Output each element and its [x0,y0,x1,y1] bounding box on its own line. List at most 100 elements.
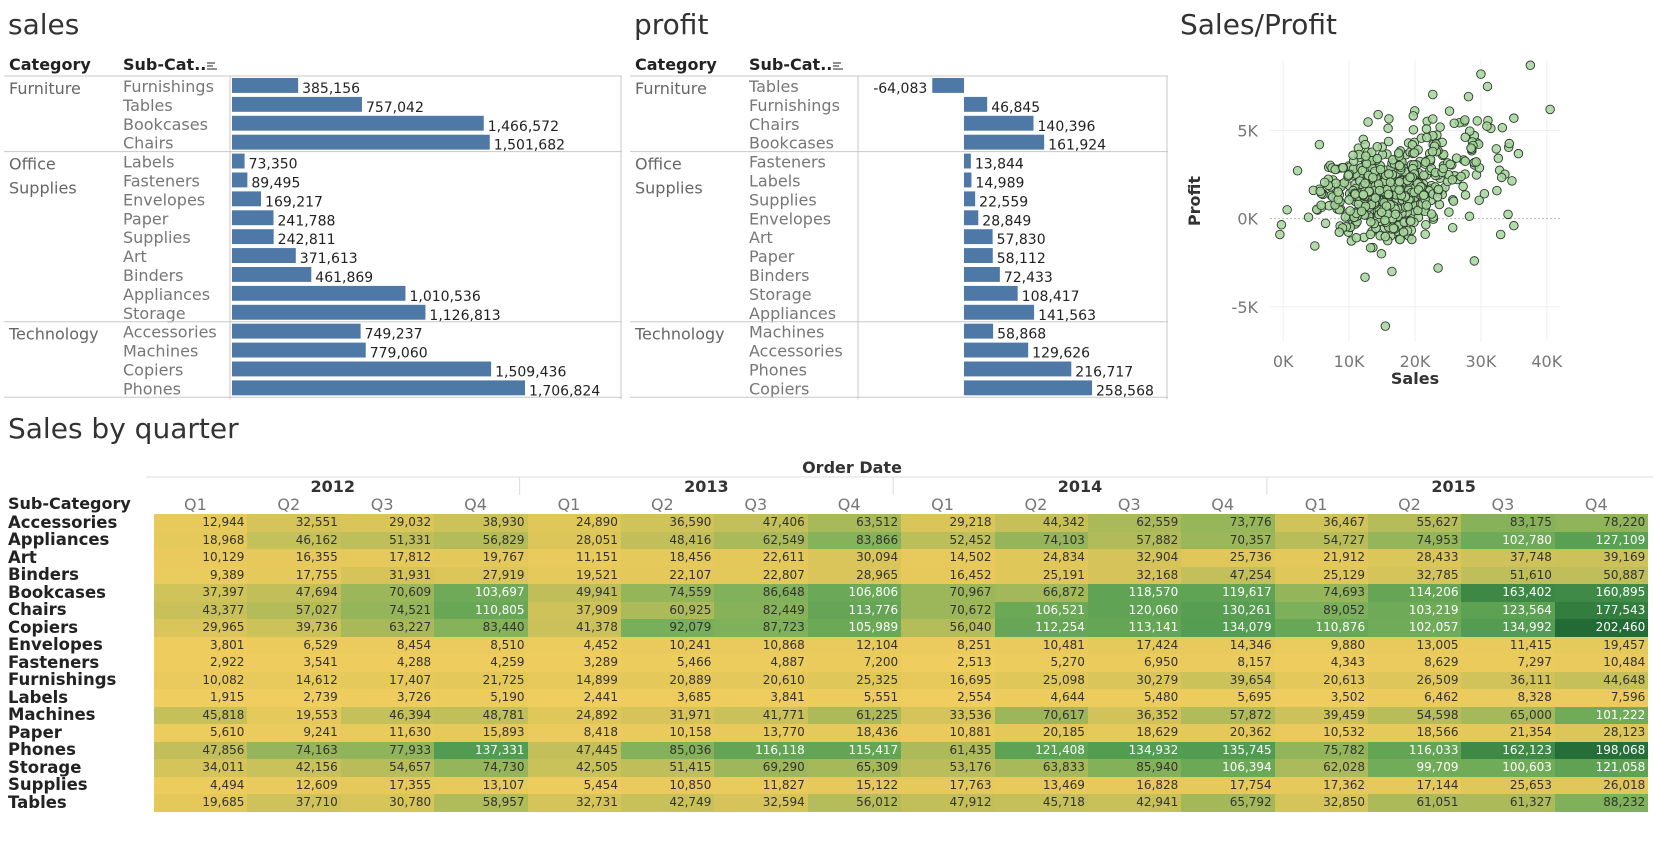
heatmap-cell[interactable]: 37,909 [527,601,621,619]
heatmap-cell[interactable]: 134,079 [1181,619,1275,637]
heatmap-cell[interactable]: 45,818 [154,706,248,724]
bar[interactable] [232,96,362,112]
heatmap-cell[interactable]: 17,812 [340,549,435,567]
heatmap-cell[interactable]: 57,882 [1087,531,1182,549]
heatmap-cell[interactable]: 6,529 [247,636,341,654]
heatmap-cell[interactable]: 99,709 [1368,759,1462,777]
heatmap-cell[interactable]: 51,610 [1461,566,1555,584]
scatter-point[interactable] [1428,114,1438,124]
bar[interactable] [964,134,1045,150]
bar[interactable] [932,78,964,93]
heatmap-cell[interactable]: 50,887 [1554,566,1649,584]
heatmap-cell[interactable]: 47,694 [247,584,341,602]
scatter-point[interactable] [1433,184,1444,195]
bar[interactable] [964,285,1018,301]
heatmap-cell[interactable]: 36,467 [1274,514,1369,532]
heatmap-cell[interactable]: 18,968 [154,531,248,549]
heatmap-cell[interactable]: 31,931 [340,566,435,584]
scatter-point[interactable] [1384,169,1394,179]
heatmap-cell[interactable]: 7,200 [807,654,902,672]
heatmap-cell[interactable]: 74,730 [434,759,528,777]
heatmap-cell[interactable]: 4,887 [714,654,808,672]
heatmap-cell[interactable]: 10,481 [994,636,1088,654]
scatter-point[interactable] [1474,195,1484,206]
heatmap-cell[interactable]: 2,554 [901,689,995,707]
heatmap-cell[interactable]: 60,925 [620,601,715,619]
scatter-point[interactable] [1380,231,1391,242]
scatter-point[interactable] [1356,206,1367,216]
heatmap-cell[interactable]: 22,807 [714,566,808,584]
scatter-point[interactable] [1345,206,1355,216]
heatmap-cell[interactable]: 83,175 [1461,514,1555,532]
heatmap-cell[interactable]: 137,331 [434,741,528,759]
heatmap-cell[interactable]: 10,881 [901,724,995,742]
scatter-point[interactable] [1495,229,1506,240]
heatmap-cell[interactable]: 16,452 [901,566,995,584]
heatmap-cell[interactable]: 121,058 [1554,759,1649,777]
heatmap-cell[interactable]: 2,739 [247,689,341,707]
bar[interactable] [964,172,972,188]
bar[interactable] [964,342,1029,358]
heatmap-cell[interactable]: 45,718 [994,794,1088,812]
heatmap-cell[interactable]: 63,833 [994,759,1088,777]
heatmap-cell[interactable]: 103,697 [434,584,528,602]
heatmap-cell[interactable]: 34,011 [154,759,248,777]
scatter-point[interactable] [1434,199,1445,210]
scatter-point[interactable] [1344,195,1354,205]
scatter-point[interactable] [1496,172,1507,183]
col-header-subcategory[interactable]: Sub-Cat.. [749,55,832,74]
heatmap-cell[interactable]: 5,551 [807,689,902,707]
heatmap-cell[interactable]: 32,168 [1087,566,1182,584]
heatmap-cell[interactable]: 20,362 [1181,724,1275,742]
heatmap-cell[interactable]: 63,227 [340,619,435,637]
scatter-point[interactable] [1394,160,1405,171]
heatmap-cell[interactable]: 5,466 [620,654,715,672]
scatter-point[interactable] [1447,222,1458,233]
heatmap-cell[interactable]: 87,723 [714,619,808,637]
heatmap-cell[interactable]: 31,971 [620,706,715,724]
heatmap-cell[interactable]: 4,259 [434,654,528,672]
heatmap-cell[interactable]: 30,780 [340,794,435,812]
scatter-point[interactable] [1497,122,1508,133]
heatmap-cell[interactable]: 17,362 [1274,776,1369,794]
scatter-point[interactable] [1358,189,1369,200]
scatter-point[interactable] [1504,138,1515,149]
heatmap-cell[interactable]: 47,254 [1181,566,1275,584]
heatmap-cell[interactable]: 65,309 [807,759,902,777]
heatmap-cell[interactable]: 118,570 [1087,584,1182,602]
heatmap-cell[interactable]: 116,118 [714,741,808,759]
heatmap-cell[interactable]: 17,754 [1181,776,1275,794]
heatmap-cell[interactable]: 83,866 [807,531,902,549]
heatmap-cell[interactable]: 3,541 [247,654,341,672]
scatter-point[interactable] [1507,176,1517,186]
bar[interactable] [964,304,1035,320]
heatmap-cell[interactable]: 56,040 [901,619,995,637]
heatmap-cell[interactable]: 42,941 [1087,794,1182,812]
heatmap-cell[interactable]: 56,012 [807,794,902,812]
heatmap-cell[interactable]: 32,904 [1087,549,1182,567]
heatmap-cell[interactable]: 10,850 [620,776,715,794]
heatmap-cell[interactable]: 18,629 [1087,724,1182,742]
scatter-point[interactable] [1385,177,1396,188]
heatmap-cell[interactable]: 51,415 [620,759,715,777]
scatter-point[interactable] [1365,243,1376,253]
heatmap-cell[interactable]: 70,357 [1181,531,1275,549]
heatmap-cell[interactable]: 61,051 [1368,794,1462,812]
heatmap-cell[interactable]: 10,241 [620,636,715,654]
heatmap-cell[interactable]: 10,484 [1554,654,1649,672]
scatter-point[interactable] [1370,193,1381,203]
heatmap-cell[interactable]: 4,288 [340,654,435,672]
scatter-point[interactable] [1372,153,1383,164]
heatmap-cell[interactable]: 92,079 [620,619,715,637]
heatmap-cell[interactable]: 83,440 [434,619,528,637]
heatmap-cell[interactable]: 74,953 [1368,531,1462,549]
heatmap-cell[interactable]: 27,919 [434,566,528,584]
heatmap-cell[interactable]: 21,725 [434,671,528,689]
heatmap-cell[interactable]: 160,895 [1554,584,1649,602]
heatmap-cell[interactable]: 33,536 [901,706,995,724]
scatter-point[interactable] [1444,106,1455,116]
scatter-point[interactable] [1433,263,1443,273]
scatter-point[interactable] [1373,109,1383,120]
heatmap-cell[interactable]: 57,027 [247,601,341,619]
scatter-point[interactable] [1420,229,1430,239]
